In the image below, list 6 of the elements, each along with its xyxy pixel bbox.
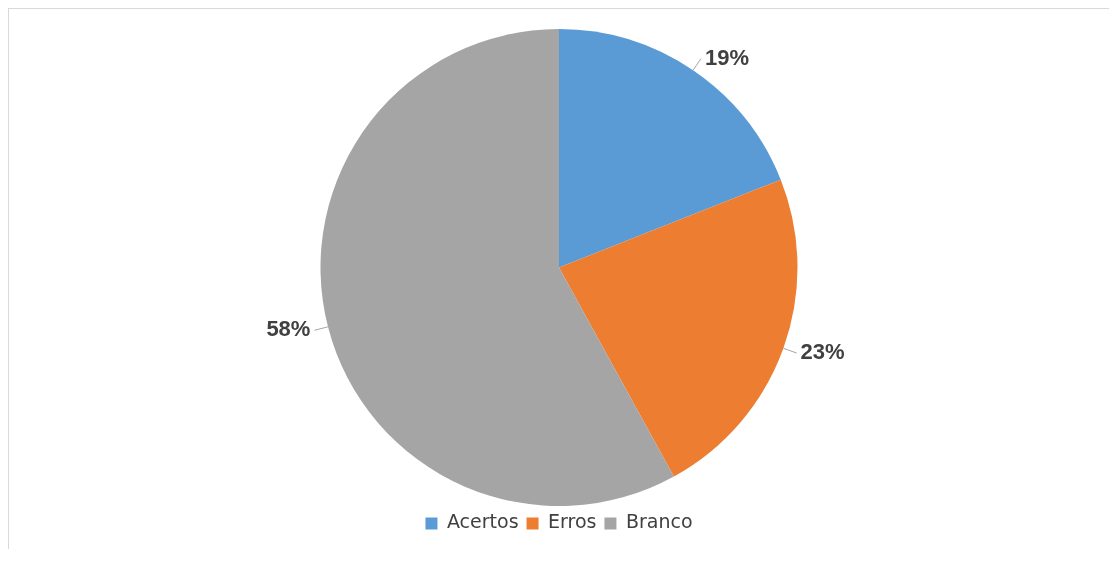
data-label: 23% bbox=[800, 339, 845, 365]
legend-label: Branco bbox=[625, 510, 693, 533]
legend-label: Acertos bbox=[446, 510, 519, 533]
legend-label: Erros bbox=[548, 510, 597, 533]
data-label: 58% bbox=[266, 316, 311, 342]
data-label: 19% bbox=[704, 44, 749, 70]
